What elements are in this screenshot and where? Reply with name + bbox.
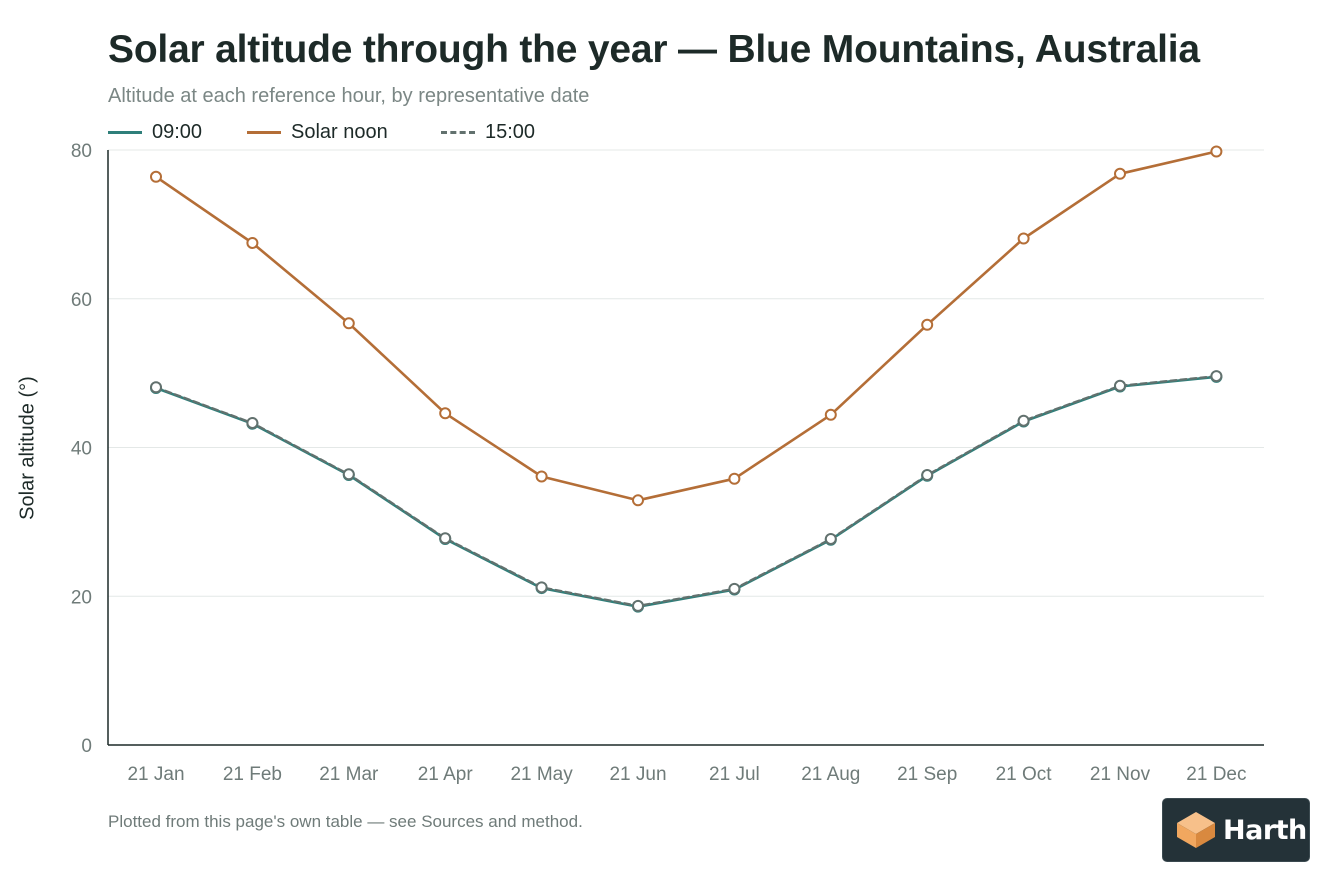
y-tick-label: 0 [81, 736, 92, 757]
series-line-15-00 [154, 375, 1218, 608]
data-point-solar-noon [439, 407, 452, 420]
legend-item-1500: 15:00 [441, 119, 535, 145]
data-point-solar-noon [1210, 145, 1223, 158]
x-tick-label: 21 May [510, 764, 573, 785]
legend-swatch-1500 [441, 130, 475, 134]
data-point-15-00 [1114, 379, 1126, 392]
logo-text: Harth [1223, 814, 1307, 846]
x-tick-label: 21 Sep [897, 764, 957, 785]
y-tick-label: 40 [71, 439, 92, 460]
legend-swatch-0900 [108, 130, 142, 134]
x-tick-label: 21 Jun [609, 764, 666, 785]
x-tick-label: 21 Feb [223, 764, 282, 785]
legend-item-0900: 09:00 [108, 119, 202, 145]
footer-note: Plotted from this page's own table — see… [108, 812, 583, 831]
data-point-solar-noon [1017, 232, 1030, 245]
x-tick-label: 21 Nov [1090, 764, 1151, 785]
data-point-15-00 [150, 381, 162, 394]
legend-swatch-solar-noon [247, 130, 281, 134]
harth-logo[interactable]: Harth [1162, 798, 1310, 862]
legend-label-1500: 15:00 [485, 120, 536, 143]
data-point-15-00 [342, 468, 355, 481]
data-point-15-00 [632, 599, 644, 612]
x-tick-label: 21 Aug [801, 764, 860, 785]
y-tick-label: 80 [71, 141, 92, 162]
x-tick-label: 21 Oct [996, 764, 1053, 785]
data-point-solar-noon [246, 236, 259, 249]
data-point-15-00 [728, 582, 741, 595]
y-tick-label: 20 [71, 587, 92, 608]
series-line-09-00 [154, 375, 1218, 609]
data-point-15-00 [921, 469, 934, 482]
chart-subtitle: Altitude at each reference hour, by repr… [108, 85, 590, 107]
y-tick-label: 60 [71, 290, 92, 311]
data-point-15-00 [824, 532, 837, 545]
data-point-15-00 [1210, 370, 1223, 383]
x-tick-label: 21 Mar [319, 764, 379, 785]
data-point-solar-noon [1114, 167, 1126, 180]
x-tick-label: 21 Apr [418, 764, 474, 785]
x-tick-label: 21 Jul [709, 764, 760, 785]
data-point-15-00 [535, 581, 548, 594]
series-line-solar-noon [154, 150, 1218, 502]
legend-label-solar-noon: Solar noon [291, 120, 388, 143]
data-point-solar-noon [342, 317, 355, 330]
data-point-solar-noon [535, 470, 548, 483]
data-point-15-00 [1017, 414, 1030, 427]
data-point-solar-noon [150, 170, 162, 183]
legend-label-0900: 09:00 [152, 120, 203, 143]
data-point-15-00 [246, 416, 259, 429]
data-point-solar-noon [728, 472, 741, 485]
data-point-solar-noon [921, 318, 934, 331]
house-cube-icon [1177, 812, 1215, 848]
data-point-solar-noon [824, 408, 837, 421]
x-tick-label: 21 Dec [1186, 764, 1246, 785]
data-point-solar-noon [632, 494, 644, 507]
x-tick-label: 21 Jan [127, 764, 184, 785]
chart-title: Solar altitude through the year — Blue M… [108, 28, 1200, 71]
legend-item-solar-noon: Solar noon [247, 119, 388, 145]
data-point-15-00 [439, 532, 452, 545]
